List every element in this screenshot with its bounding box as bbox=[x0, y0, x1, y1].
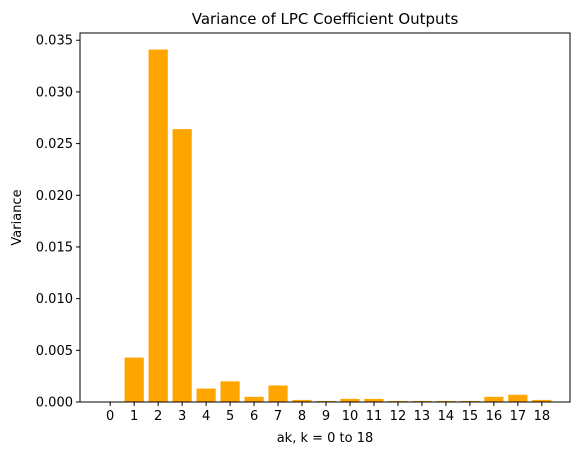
y-tick-label: 0.010 bbox=[36, 292, 73, 307]
bar-18 bbox=[532, 399, 552, 402]
bar-6 bbox=[244, 396, 264, 402]
x-tick-label: 17 bbox=[510, 409, 527, 424]
x-tick-label: 2 bbox=[154, 409, 162, 424]
y-tick-label: 0.025 bbox=[36, 137, 73, 152]
bar-9 bbox=[316, 400, 336, 402]
x-tick-label: 0 bbox=[106, 409, 114, 424]
bar-14 bbox=[436, 400, 456, 402]
x-tick-label: 15 bbox=[462, 409, 479, 424]
bar-17 bbox=[508, 394, 528, 402]
x-tick-label: 9 bbox=[322, 409, 330, 424]
x-tick-label: 10 bbox=[342, 409, 359, 424]
y-axis-ticks: 0.000 0.005 0.010 0.015 0.020 0.025 0.030 0.035 bbox=[36, 34, 80, 411]
bar-15 bbox=[460, 400, 480, 402]
bar-5 bbox=[220, 381, 240, 402]
plot-area-frame bbox=[79, 32, 571, 403]
x-tick-label: 6 bbox=[250, 409, 258, 424]
x-axis-label: ak, k = 0 to 18 bbox=[277, 431, 374, 446]
bar-4 bbox=[196, 388, 216, 402]
x-tick-label: 14 bbox=[438, 409, 455, 424]
y-tick-label: 0.030 bbox=[36, 85, 73, 100]
x-axis-ticks: 0 1 2 3 4 5 6 7 8 9 10 11 12 13 14 15 16 17 18 bbox=[106, 402, 550, 424]
x-tick-label: 16 bbox=[486, 409, 503, 424]
x-tick-label: 8 bbox=[298, 409, 306, 424]
bars-group bbox=[124, 49, 552, 402]
x-tick-label: 18 bbox=[534, 409, 551, 424]
bar-8 bbox=[292, 399, 312, 402]
x-tick-label: 3 bbox=[178, 409, 186, 424]
bar-3 bbox=[172, 129, 192, 402]
chart-title: Variance of LPC Coefficient Outputs bbox=[192, 10, 459, 28]
x-tick-label: 12 bbox=[390, 409, 407, 424]
x-tick-label: 4 bbox=[202, 409, 210, 424]
x-tick-label: 7 bbox=[274, 409, 282, 424]
bar-2 bbox=[148, 49, 168, 402]
bar-16 bbox=[484, 396, 504, 402]
x-tick-label: 1 bbox=[130, 409, 138, 424]
bar-13 bbox=[412, 400, 432, 402]
bar-1 bbox=[124, 357, 144, 402]
bar-11 bbox=[364, 398, 384, 402]
y-tick-label: 0.035 bbox=[36, 34, 73, 49]
y-tick-label: 0.020 bbox=[36, 189, 73, 204]
x-tick-label: 5 bbox=[226, 409, 234, 424]
y-tick-label: 0.000 bbox=[36, 396, 73, 411]
y-tick-label: 0.015 bbox=[36, 240, 73, 255]
bar-12 bbox=[388, 400, 408, 402]
y-axis-label: Variance bbox=[10, 189, 25, 245]
bar-7 bbox=[268, 385, 288, 402]
y-tick-label: 0.005 bbox=[36, 344, 73, 359]
x-tick-label: 11 bbox=[366, 409, 383, 424]
x-tick-label: 13 bbox=[414, 409, 431, 424]
bar-10 bbox=[340, 398, 360, 402]
